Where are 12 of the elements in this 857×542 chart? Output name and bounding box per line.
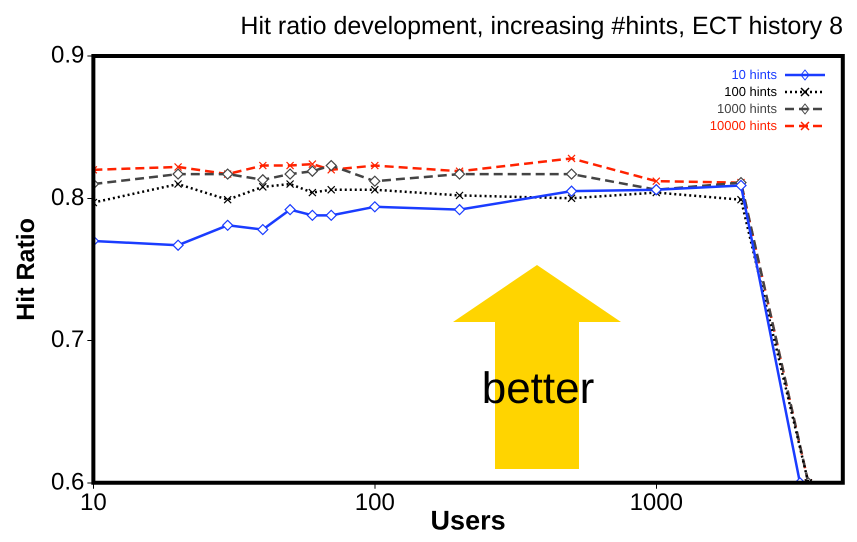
- x-axis-title: Users: [430, 505, 506, 536]
- y-tick-label: 0.9: [50, 42, 84, 69]
- x-tick-label: 100: [354, 488, 395, 516]
- y-tick-label: 0.8: [50, 184, 84, 211]
- legend-label: 100 hints: [724, 83, 777, 100]
- legend-label: 10000 hints: [710, 117, 777, 134]
- x-tick-label: 1000: [630, 488, 683, 516]
- chart-title: Hit ratio development, increasing #hints, ECT history 8: [240, 12, 843, 40]
- legend-label: 1000 hints: [717, 100, 777, 117]
- y-axis-title: Hit Ratio: [12, 218, 40, 321]
- legend-label: 10 hints: [731, 66, 777, 83]
- y-tick-label: 0.7: [50, 326, 84, 354]
